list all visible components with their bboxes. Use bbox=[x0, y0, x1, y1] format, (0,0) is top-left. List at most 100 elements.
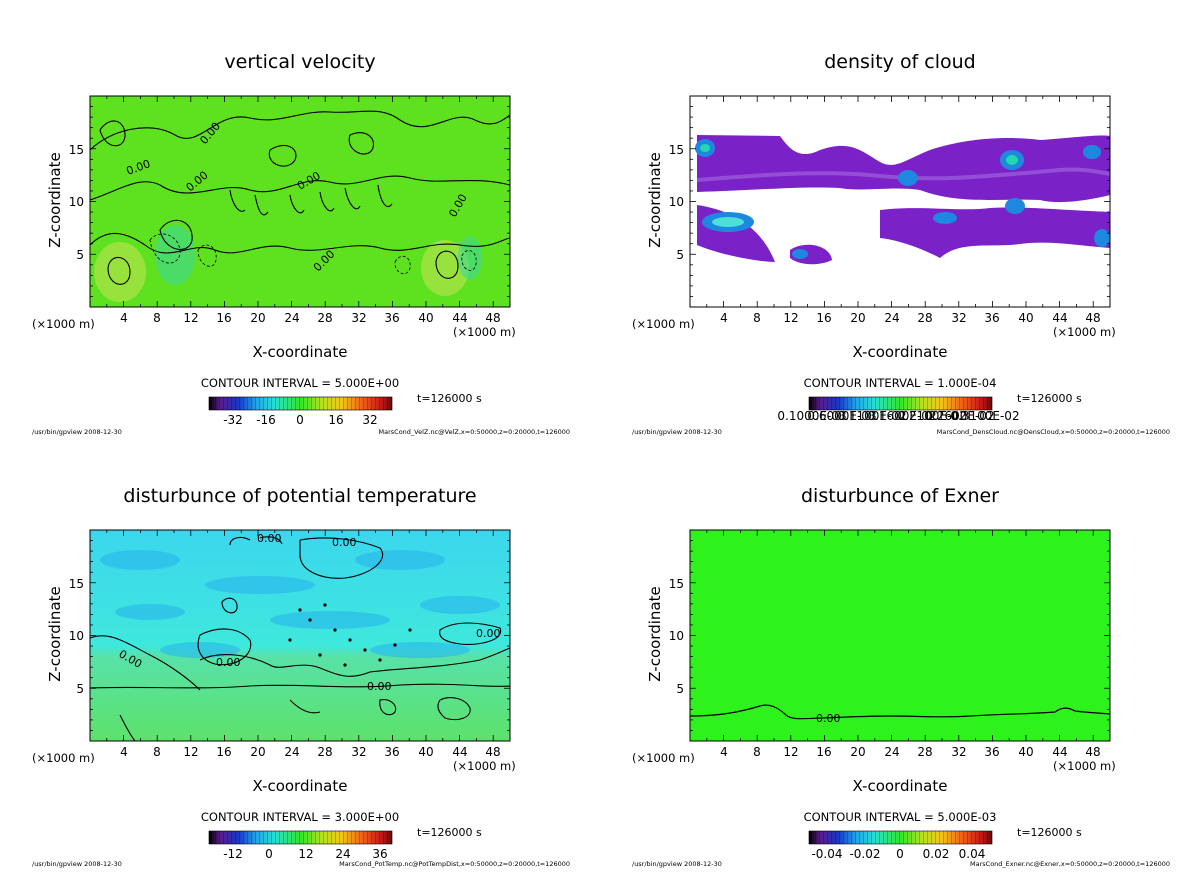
panel-vertical-velocity: vertical velocity bbox=[32, 51, 570, 436]
cloud-core bbox=[792, 249, 808, 259]
field-patch bbox=[205, 576, 315, 594]
colorbar-tick: 0.1600E-02 bbox=[867, 409, 936, 423]
field-patch bbox=[115, 604, 185, 620]
field-patch bbox=[270, 611, 390, 629]
x-tick-label: 28 bbox=[317, 311, 332, 325]
x-tick-label: 4 bbox=[120, 311, 128, 325]
contour-dot bbox=[298, 608, 302, 612]
contour-dot bbox=[318, 653, 322, 657]
x-unit-label-right: (×1000 m) bbox=[1053, 759, 1116, 773]
colorbar-ticks: 0.1000E-03 0.6000E-03 0.1100E-02 0.1600E… bbox=[777, 409, 1019, 423]
panel-density-of-cloud: density of cloud bbox=[632, 51, 1170, 436]
colorbar bbox=[808, 396, 993, 411]
colorbar-tick: 0.6000E-03 bbox=[807, 409, 876, 423]
field-background bbox=[690, 530, 1110, 741]
colorbar-tick: 0 bbox=[896, 847, 904, 861]
plot-area bbox=[689, 95, 1111, 308]
contour-label: 0.00 bbox=[367, 680, 392, 693]
time-label: t=126000 s bbox=[1017, 826, 1082, 839]
x-tick-label: 24 bbox=[284, 311, 299, 325]
x-tick-label: 24 bbox=[884, 311, 899, 325]
x-tick-label: 48 bbox=[1085, 745, 1100, 759]
y-tick-label: 15 bbox=[69, 577, 84, 591]
field-patches bbox=[100, 550, 500, 658]
contour-dot bbox=[333, 628, 337, 632]
contour-line bbox=[435, 250, 459, 279]
x-axis-label: X-coordinate bbox=[853, 343, 948, 361]
y-tick-label: 15 bbox=[69, 143, 84, 157]
colorbar-tick: 0 bbox=[296, 413, 304, 427]
y-tick-labels: 5 10 15 bbox=[669, 577, 684, 696]
y-axis-label: Z-coordinate bbox=[646, 586, 664, 681]
x-tick-label: 36 bbox=[984, 745, 999, 759]
panel-exner: disturbunce of Exner 0.00 5 10 15 4 8 12… bbox=[632, 485, 1170, 868]
x-unit-label-left: (×1000 m) bbox=[632, 317, 695, 331]
panel-potential-temperature: disturbunce of potential temperature bbox=[32, 485, 570, 868]
y-tick-label: 15 bbox=[669, 577, 684, 591]
x-tick-label: 12 bbox=[183, 745, 198, 759]
x-tick-label: 40 bbox=[1018, 311, 1033, 325]
colorbar-ticks: -0.04 -0.02 0 0.02 0.04 bbox=[811, 847, 985, 861]
contour-dots bbox=[288, 603, 412, 667]
y-axis-label: Z-coordinate bbox=[46, 152, 64, 247]
chart-title: disturbunce of potential temperature bbox=[123, 485, 476, 507]
footer-left: /usr/bin/gpview 2008-12-30 bbox=[32, 860, 122, 868]
x-tick-label: 20 bbox=[250, 745, 265, 759]
colorbar bbox=[208, 830, 393, 845]
x-unit-label-left: (×1000 m) bbox=[32, 751, 95, 765]
contour-line bbox=[89, 175, 511, 201]
field-patch bbox=[355, 550, 445, 570]
colorbar-bins bbox=[809, 831, 992, 844]
colorbar-tick: 0 bbox=[265, 847, 273, 861]
time-label: t=126000 s bbox=[417, 392, 482, 405]
colorbar-tick: 36 bbox=[372, 847, 387, 861]
colorbar-tick: 0.02 bbox=[923, 847, 950, 861]
colorbar-tick: 32 bbox=[362, 413, 377, 427]
x-tick-label: 12 bbox=[783, 311, 798, 325]
x-unit-label-left: (×1000 m) bbox=[32, 317, 95, 331]
x-tick-label: 44 bbox=[1052, 311, 1067, 325]
plot-area: 0.00 bbox=[689, 529, 1111, 742]
contour-line bbox=[461, 250, 477, 271]
y-tick-labels: 5 10 15 bbox=[69, 143, 84, 262]
contour-lines bbox=[89, 110, 511, 285]
x-tick-label: 16 bbox=[816, 311, 831, 325]
x-tick-label: 20 bbox=[250, 311, 265, 325]
cloud-core bbox=[1005, 198, 1025, 214]
contour-line bbox=[159, 219, 193, 250]
field-blob bbox=[155, 225, 195, 285]
colorbar-tick: -0.04 bbox=[811, 847, 842, 861]
tick-marks bbox=[90, 530, 510, 741]
y-tick-labels: 5 10 15 bbox=[669, 143, 684, 262]
y-tick-labels: 5 10 15 bbox=[69, 577, 84, 696]
cloud-core bbox=[1094, 229, 1110, 247]
x-tick-label: 20 bbox=[850, 745, 865, 759]
x-tick-label: 8 bbox=[153, 311, 161, 325]
colorbar-tick: 12 bbox=[298, 847, 313, 861]
y-tick-label: 5 bbox=[76, 682, 84, 696]
footer-right: MarsCond_PotTemp.nc@PotTempDist,x=0:5000… bbox=[339, 860, 570, 868]
x-tick-label: 28 bbox=[917, 311, 932, 325]
colorbar-tick: -0.02 bbox=[849, 847, 880, 861]
cloud-core bbox=[898, 170, 918, 186]
footer-right: MarsCond_Exner.nc@Exner,x=0:50000,z=0:20… bbox=[970, 860, 1170, 868]
contour-line bbox=[299, 537, 384, 579]
colorbar-tick: 0.1000E-03 bbox=[777, 409, 846, 423]
footer-left: /usr/bin/gpview 2008-12-30 bbox=[632, 860, 722, 868]
x-axis-label: X-coordinate bbox=[853, 777, 948, 795]
colorbar-tick: 24 bbox=[335, 847, 350, 861]
colorbar-tick: 0.3100E-02 bbox=[950, 409, 1019, 423]
contour-dot bbox=[408, 628, 412, 632]
x-tick-label: 4 bbox=[120, 745, 128, 759]
field-patch bbox=[160, 642, 240, 658]
colorbar-tick: 0.2600E-02 bbox=[925, 409, 994, 423]
x-tick-labels: 4 8 12 16 20 24 28 32 36 40 44 48 bbox=[720, 311, 1100, 325]
cloud-core bbox=[712, 217, 744, 227]
contour-interval: CONTOUR INTERVAL = 1.000E-04 bbox=[804, 376, 997, 390]
colorbar-tick: 16 bbox=[328, 413, 343, 427]
contour-line bbox=[149, 233, 181, 264]
y-tick-label: 10 bbox=[669, 195, 684, 209]
field-patch bbox=[370, 642, 470, 658]
tick-marks bbox=[690, 96, 1110, 307]
x-tick-label: 32 bbox=[351, 745, 366, 759]
